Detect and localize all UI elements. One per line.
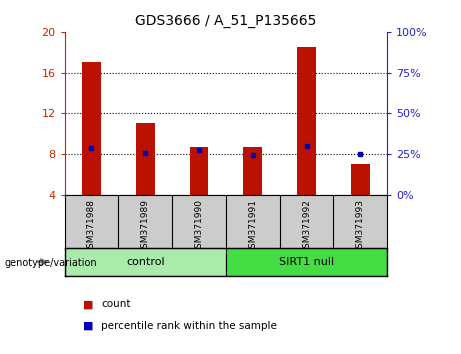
Bar [297, 47, 316, 195]
Text: GSM371991: GSM371991 [248, 199, 257, 254]
Text: ■: ■ [83, 299, 94, 309]
Text: GSM371988: GSM371988 [87, 199, 96, 254]
Text: GSM371992: GSM371992 [302, 199, 311, 254]
Text: SIRT1 null: SIRT1 null [279, 257, 334, 267]
Text: percentile rank within the sample: percentile rank within the sample [101, 321, 278, 331]
Text: count: count [101, 299, 131, 309]
Text: GSM371989: GSM371989 [141, 199, 150, 254]
Text: control: control [126, 257, 165, 267]
Bar [65, 248, 226, 276]
Bar [243, 147, 262, 195]
Bar [136, 124, 154, 195]
Text: ■: ■ [83, 321, 94, 331]
Text: genotype/variation: genotype/variation [5, 258, 97, 268]
Bar [82, 62, 101, 195]
Bar [226, 248, 387, 276]
Title: GDS3666 / A_51_P135665: GDS3666 / A_51_P135665 [135, 14, 317, 28]
Text: GSM371993: GSM371993 [356, 199, 365, 254]
Bar [189, 147, 208, 195]
Bar [351, 164, 370, 195]
Text: GSM371990: GSM371990 [195, 199, 203, 254]
